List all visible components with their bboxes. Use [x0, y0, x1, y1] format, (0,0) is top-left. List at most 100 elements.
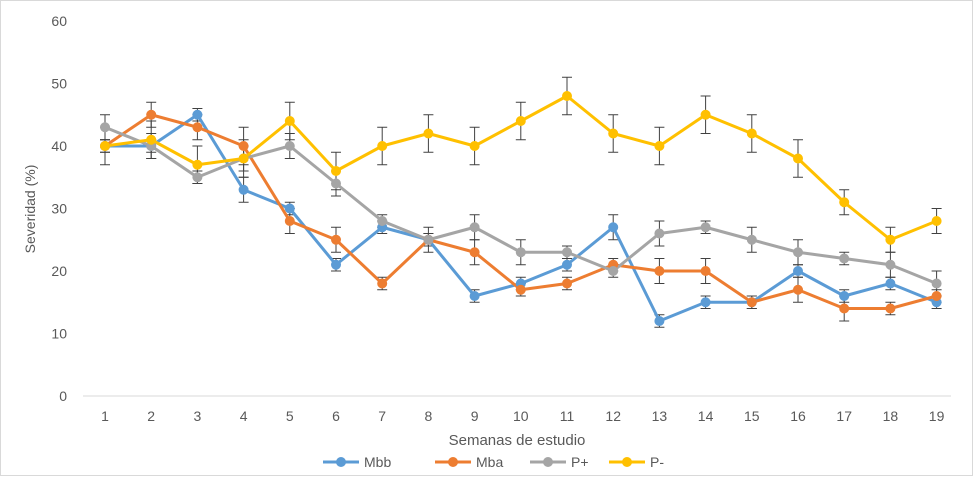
- x-tick-label: 3: [194, 408, 202, 424]
- data-point-Mba: [192, 122, 203, 133]
- data-point-P+: [608, 266, 619, 276]
- data-point-Mbb: [238, 184, 249, 195]
- data-point-P+: [284, 141, 295, 151]
- data-point-Mba: [654, 266, 665, 276]
- data-point-P+: [885, 259, 896, 270]
- x-tick-label: 12: [605, 408, 621, 424]
- data-point-P+: [839, 253, 850, 264]
- data-point-P-: [562, 91, 572, 101]
- y-tick-label: 30: [51, 201, 67, 217]
- data-point-P-: [192, 159, 203, 170]
- legend: Mbb Mba P+ P-: [323, 454, 664, 470]
- data-point-P+: [700, 222, 711, 233]
- x-tick-label: 8: [425, 408, 433, 424]
- data-point-P-: [608, 128, 619, 139]
- data-point-P-: [700, 109, 711, 120]
- data-point-P+: [192, 172, 203, 183]
- x-tick-label: 4: [240, 408, 248, 424]
- x-tick-label: 16: [790, 408, 806, 424]
- legend-swatch-marker: [336, 457, 346, 467]
- data-point-Mba: [284, 216, 295, 226]
- data-point-Mbb: [885, 278, 896, 289]
- data-point-Mba: [515, 284, 526, 295]
- y-tick-label: 0: [59, 388, 67, 404]
- data-point-P-: [331, 166, 341, 176]
- data-point-Mba: [238, 141, 249, 151]
- x-tick-label: 15: [744, 408, 760, 424]
- legend-label: Mbb: [364, 454, 391, 470]
- data-point-P+: [746, 234, 757, 245]
- legend-label: P+: [571, 454, 589, 470]
- x-tick-label: 6: [332, 408, 340, 424]
- x-tick-label: 18: [883, 408, 899, 424]
- data-point-Mba: [839, 303, 850, 314]
- data-point-Mba: [746, 297, 757, 308]
- data-point-P-: [885, 234, 896, 245]
- legend-label: P-: [650, 454, 664, 470]
- data-point-P-: [469, 141, 480, 151]
- x-tick-label: 19: [929, 408, 945, 424]
- x-tick-label: 7: [378, 408, 386, 424]
- data-point-P-: [746, 128, 757, 139]
- data-point-Mbb: [793, 266, 803, 276]
- data-point-Mba: [146, 109, 157, 120]
- series-points: [100, 91, 942, 326]
- data-point-P-: [839, 197, 850, 208]
- data-point-P-: [100, 141, 110, 151]
- y-tick-label: 50: [51, 76, 67, 92]
- data-point-Mba: [885, 303, 896, 314]
- x-tick-label: 5: [286, 408, 294, 424]
- legend-label: Mba: [476, 454, 503, 470]
- y-tick-label: 20: [51, 263, 67, 279]
- data-point-Mba: [931, 291, 942, 301]
- data-point-Mba: [377, 278, 388, 289]
- y-tick-label: 40: [51, 138, 67, 154]
- legend-swatch-marker: [448, 457, 458, 467]
- data-point-P+: [654, 228, 665, 239]
- data-point-P-: [654, 141, 665, 151]
- legend-item: P-: [609, 454, 664, 470]
- data-point-Mbb: [284, 203, 295, 214]
- data-point-Mbb: [654, 316, 665, 326]
- x-tick-label: 11: [560, 408, 575, 424]
- data-point-P+: [469, 222, 480, 233]
- data-point-Mbb: [562, 259, 572, 270]
- x-tick-label: 13: [652, 408, 668, 424]
- legend-item: Mbb: [323, 454, 391, 470]
- legend-swatch-marker: [622, 457, 632, 467]
- data-point-P-: [284, 116, 295, 126]
- data-point-P+: [377, 216, 388, 226]
- x-tick-label: 17: [836, 408, 852, 424]
- y-axis-label: Severidad (%): [22, 165, 38, 254]
- data-point-Mba: [331, 234, 341, 245]
- data-point-Mba: [562, 278, 572, 289]
- data-point-P+: [331, 178, 341, 189]
- legend-item: Mba: [435, 454, 503, 470]
- data-point-Mbb: [192, 109, 203, 120]
- data-point-Mbb: [469, 291, 480, 301]
- data-point-P+: [562, 247, 572, 258]
- data-point-Mbb: [700, 297, 711, 308]
- data-point-Mbb: [331, 259, 341, 270]
- data-point-P+: [100, 122, 110, 133]
- y-tick-label: 10: [51, 326, 67, 342]
- x-tick-label: 2: [147, 408, 155, 424]
- data-point-P-: [238, 153, 249, 164]
- data-point-Mba: [793, 284, 803, 295]
- x-tick-label: 14: [698, 408, 714, 424]
- data-point-P+: [515, 247, 526, 258]
- x-tick-label: 10: [513, 408, 529, 424]
- data-point-P-: [423, 128, 434, 139]
- y-axis-ticks: 0 10 20 30 40 50 60: [51, 13, 67, 404]
- data-point-Mba: [469, 247, 480, 258]
- x-axis-label: Semanas de estudio: [449, 432, 586, 449]
- data-point-P-: [793, 153, 803, 164]
- y-tick-label: 60: [51, 13, 67, 29]
- x-axis-ticks: 1 2 3 4 5 6 7 8 9 10 11 12 13 14 15 16 17 18 19: [101, 408, 944, 424]
- data-point-P-: [146, 134, 157, 145]
- data-point-P+: [931, 278, 942, 289]
- legend-swatch-marker: [543, 457, 553, 467]
- legend-item: P+: [530, 454, 589, 470]
